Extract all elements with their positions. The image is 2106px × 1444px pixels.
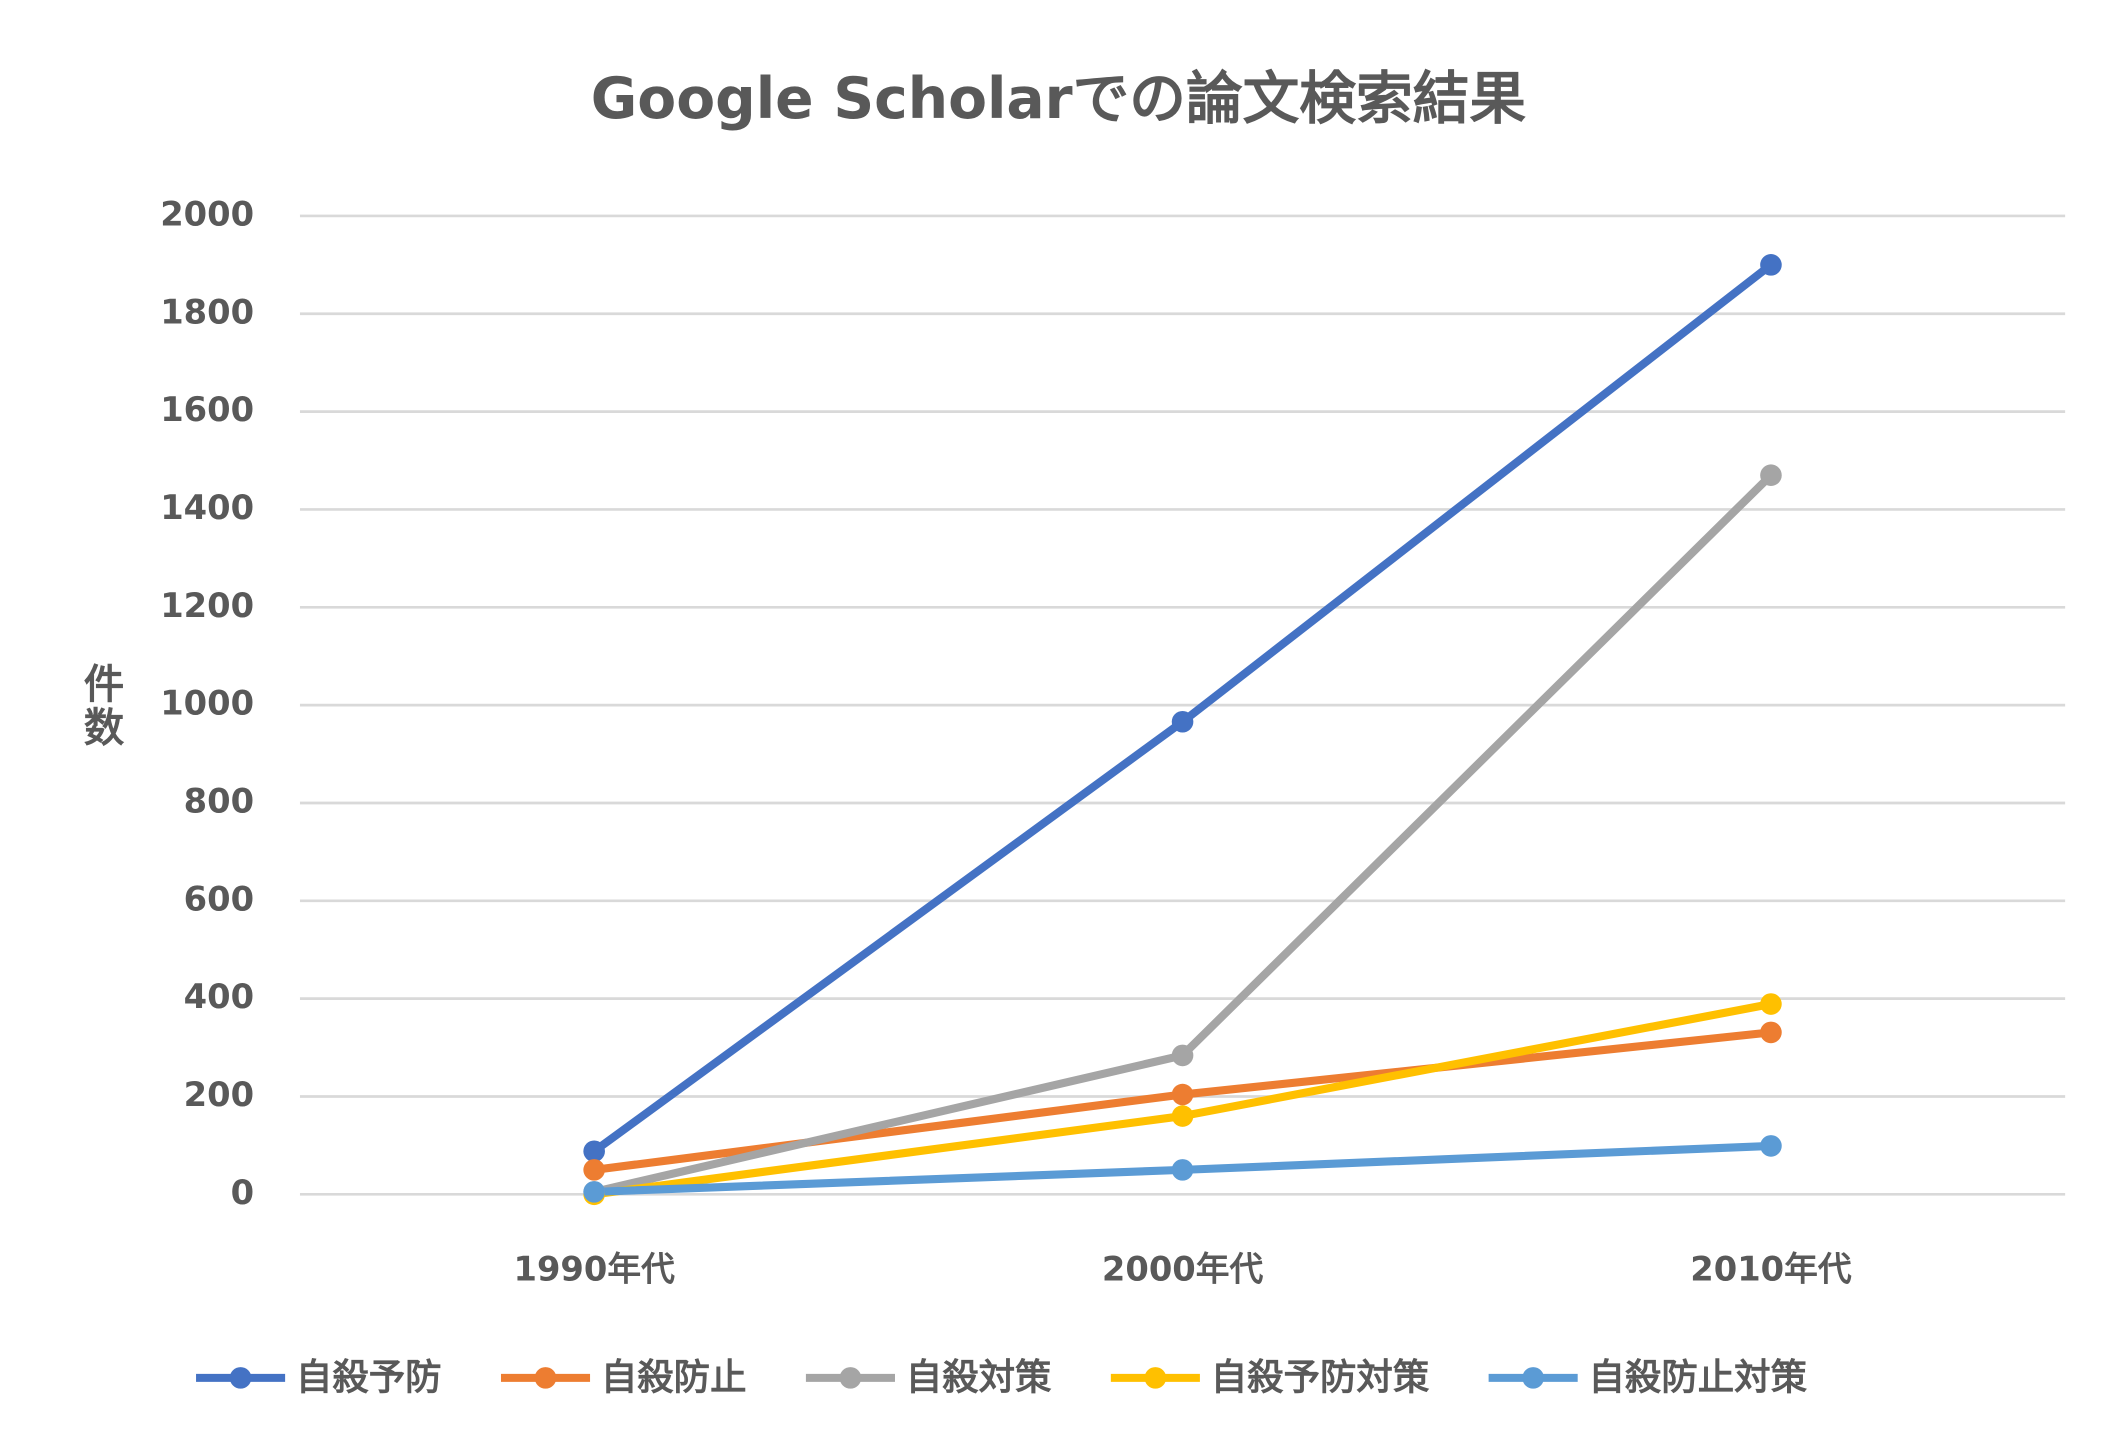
marker	[1760, 464, 1782, 487]
y-tick-label: 200	[184, 1075, 254, 1114]
marker	[583, 1181, 605, 1203]
marker	[1171, 1044, 1194, 1067]
marker	[583, 1159, 605, 1181]
marker	[1760, 993, 1782, 1015]
y-tick-label: 1200	[160, 586, 254, 625]
marker	[1760, 1021, 1782, 1044]
marker	[1171, 710, 1194, 733]
x-tick-label: 2010年代	[1690, 1250, 1852, 1289]
legend-marker	[534, 1367, 557, 1389]
legend-label: 自殺防止	[601, 1356, 747, 1399]
marker	[1171, 1083, 1194, 1106]
y-tick-label: 2000	[160, 194, 254, 233]
legend-marker	[839, 1367, 862, 1389]
y-tick-label: 1400	[160, 488, 254, 527]
y-tick-label: 0	[231, 1173, 254, 1212]
marker	[1760, 1135, 1782, 1157]
y-tick-label: 1800	[160, 292, 254, 331]
legend-label: 自殺予防	[296, 1356, 442, 1399]
chart-title: Google Scholarでの論文検索結果	[591, 66, 1527, 132]
marker	[583, 1140, 605, 1163]
x-tick-label: 1990年代	[514, 1250, 676, 1289]
legend-label: 自殺予防対策	[1211, 1356, 1430, 1399]
legend-marker	[1522, 1367, 1544, 1389]
line	[591, 261, 1774, 1155]
legend-label: 自殺防止対策	[1588, 1356, 1807, 1399]
y-tick-label: 600	[184, 879, 254, 918]
y-tick-label: 1000	[160, 684, 254, 723]
y-axis-label: 件数	[77, 662, 125, 749]
x-tick-label: 2000年代	[1102, 1250, 1264, 1289]
y-tick-label: 400	[184, 977, 254, 1016]
legend-marker	[229, 1367, 252, 1389]
marker	[1171, 1159, 1194, 1181]
y-tick-label: 1600	[160, 390, 254, 429]
legend-label: 自殺対策	[906, 1356, 1052, 1399]
marker	[1760, 254, 1782, 276]
marker	[1171, 1105, 1194, 1127]
y-tick-label: 800	[184, 781, 254, 820]
legend-marker	[1144, 1367, 1167, 1389]
